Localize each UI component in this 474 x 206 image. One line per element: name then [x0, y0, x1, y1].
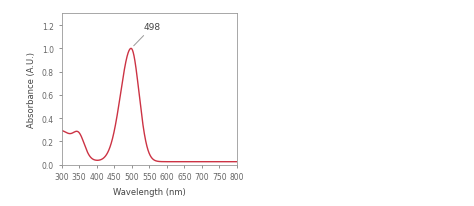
Text: 498: 498	[134, 23, 161, 47]
Y-axis label: Absorbance (A.U.): Absorbance (A.U.)	[27, 52, 36, 128]
X-axis label: Wavelength (nm): Wavelength (nm)	[113, 187, 186, 196]
